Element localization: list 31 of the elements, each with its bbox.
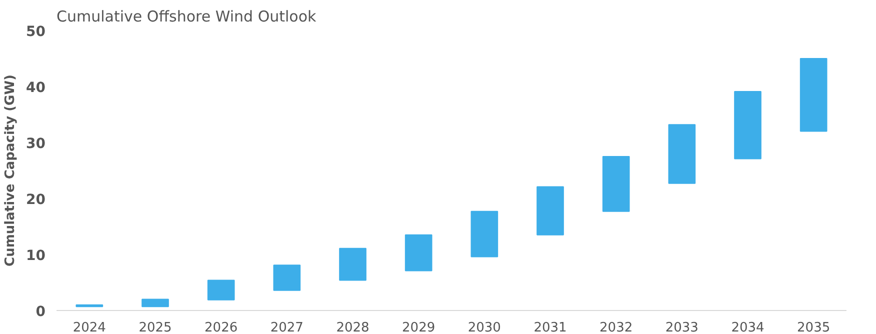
x-tick-label: 2035 bbox=[797, 320, 830, 334]
x-tick-label: 2027 bbox=[270, 320, 304, 334]
x-tick-label: 2028 bbox=[336, 320, 370, 334]
bar bbox=[668, 124, 696, 184]
bar bbox=[273, 264, 301, 291]
bar bbox=[207, 280, 235, 300]
x-tick-label: 2033 bbox=[665, 320, 698, 334]
x-tick-label: 2031 bbox=[534, 320, 567, 334]
bar bbox=[536, 186, 564, 236]
bar bbox=[404, 234, 432, 272]
y-tick-label: 30 bbox=[26, 136, 46, 152]
bar bbox=[142, 298, 169, 308]
y-tick-label: 10 bbox=[26, 248, 46, 264]
x-tick-label: 2029 bbox=[402, 320, 436, 334]
bar bbox=[339, 248, 366, 281]
bar bbox=[602, 156, 630, 212]
y-tick-label: 40 bbox=[26, 80, 46, 96]
y-tick-label: 20 bbox=[26, 192, 46, 208]
y-axis-title: Cumulative Capacity (GW) bbox=[3, 74, 18, 266]
x-tick-label: 2032 bbox=[600, 320, 633, 334]
bar bbox=[470, 210, 498, 258]
bar bbox=[734, 91, 762, 160]
x-tick-label: 2024 bbox=[72, 320, 106, 334]
bar bbox=[800, 58, 828, 132]
chart-title: Cumulative Offshore Wind Outlook bbox=[56, 8, 317, 26]
y-tick-label: 50 bbox=[26, 24, 46, 40]
y-tick-label: 0 bbox=[36, 304, 46, 320]
x-tick-label: 2026 bbox=[204, 320, 238, 334]
x-tick-label: 2034 bbox=[731, 320, 764, 334]
x-tick-label: 2025 bbox=[138, 320, 172, 334]
x-tick-label: 2030 bbox=[468, 320, 501, 334]
